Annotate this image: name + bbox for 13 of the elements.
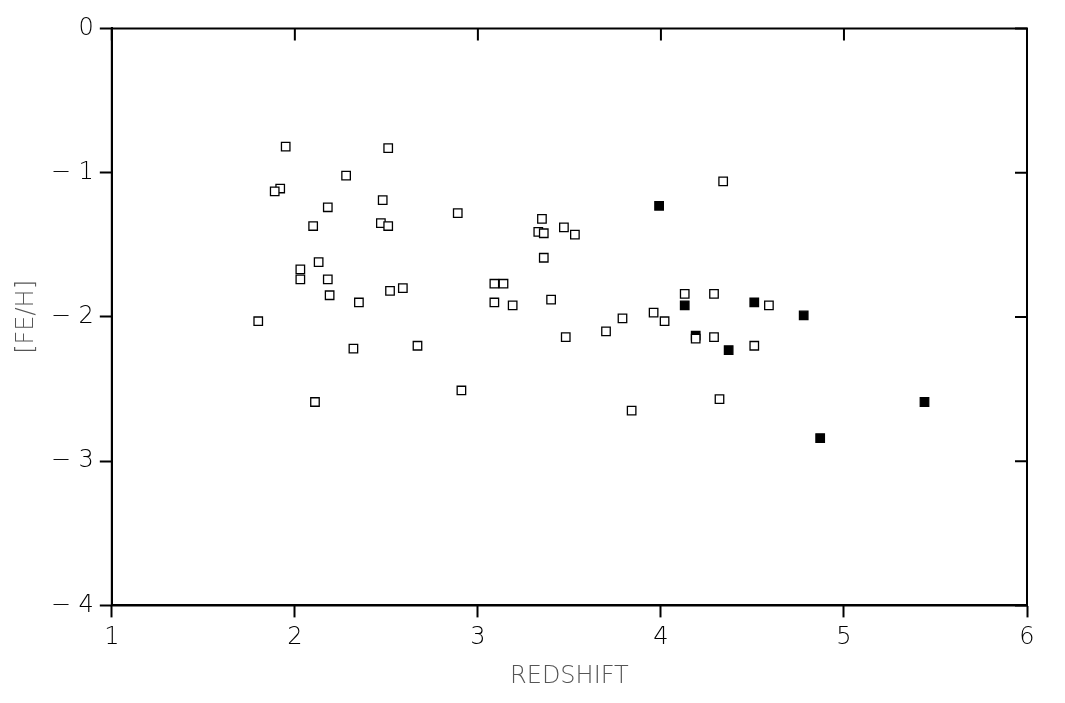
y-tick-label: − 2 (50, 301, 94, 330)
y-tick-label: − 1 (50, 156, 94, 185)
x-tick-label: 4 (653, 622, 669, 651)
y-tick-label: − 4 (50, 589, 94, 618)
x-tick-label: 1 (104, 622, 120, 651)
x-tick-label: 3 (470, 622, 486, 651)
y-tick-label: − 3 (50, 445, 94, 474)
y-tick-label: 0 (78, 12, 94, 41)
x-tick-label: 2 (287, 622, 303, 651)
x-tick-label: 6 (1019, 622, 1035, 651)
x-tick-label: 5 (836, 622, 852, 651)
x-axis-title: REDSHIFT (510, 660, 630, 689)
y-axis-title: [FE/H] (10, 279, 39, 354)
